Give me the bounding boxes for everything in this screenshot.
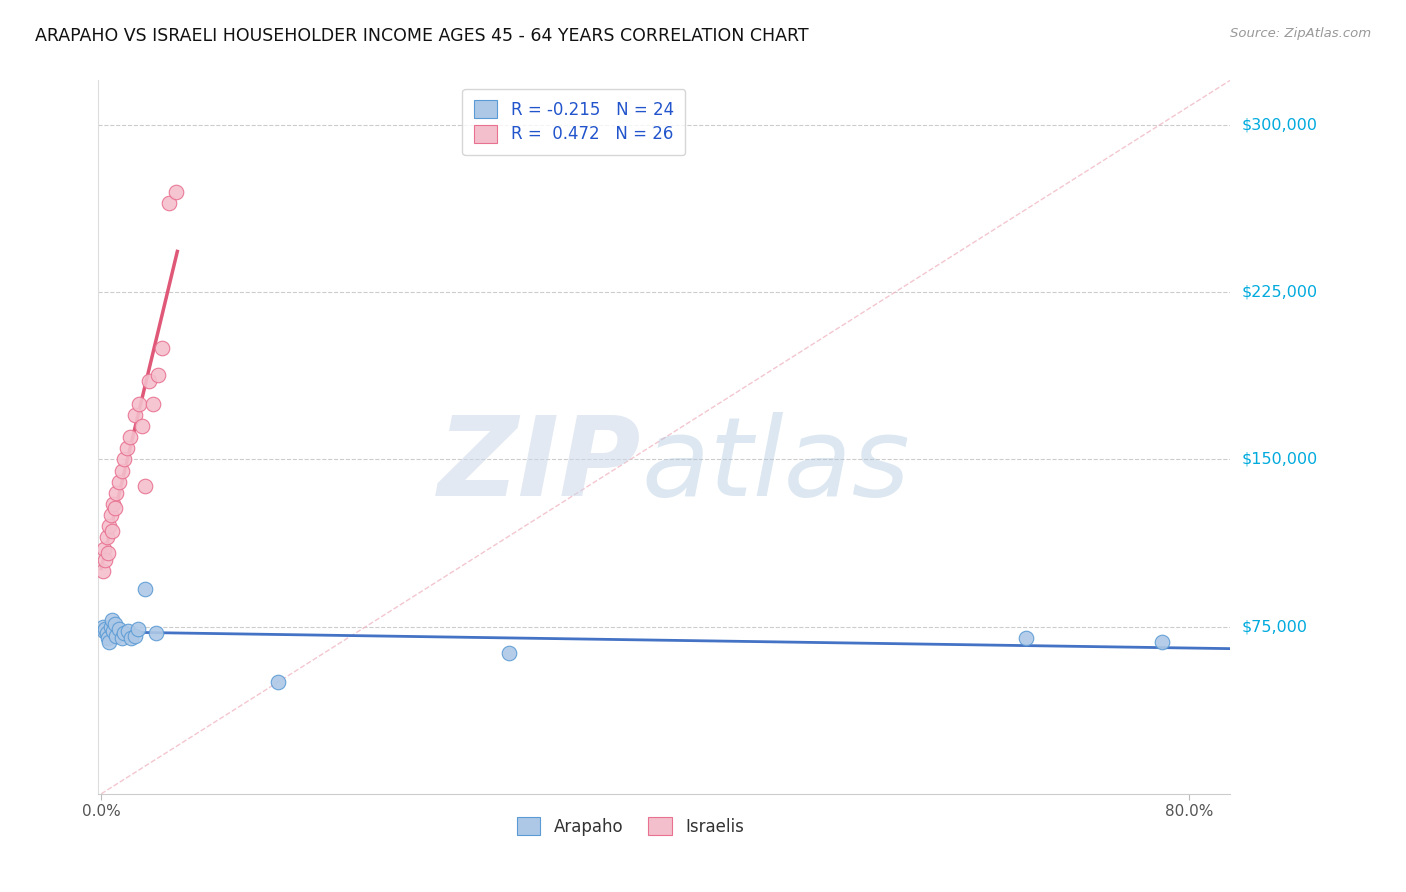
Point	[134, 582, 156, 596]
Text: ZIP: ZIP	[439, 412, 641, 519]
Point	[94, 552, 117, 567]
Point	[97, 546, 120, 560]
Point	[110, 464, 132, 478]
Point	[100, 508, 122, 523]
Point	[91, 564, 114, 578]
Point	[498, 646, 520, 660]
Point	[131, 418, 153, 433]
Point	[105, 628, 128, 642]
Text: $75,000: $75,000	[1241, 619, 1308, 634]
Text: atlas: atlas	[641, 412, 910, 519]
Point	[165, 185, 187, 199]
Point	[1015, 631, 1038, 645]
Point	[124, 628, 146, 642]
Point	[142, 396, 165, 410]
Point	[115, 441, 138, 455]
Point	[108, 475, 131, 489]
Point	[120, 631, 142, 645]
Point	[150, 341, 173, 355]
Point	[93, 624, 115, 639]
Point	[104, 617, 127, 632]
Point	[267, 675, 290, 690]
Point	[108, 622, 131, 636]
Point	[98, 635, 121, 649]
Point	[105, 485, 128, 500]
Point	[124, 408, 146, 422]
Point	[103, 497, 125, 511]
Point	[138, 375, 160, 389]
Point	[110, 631, 132, 645]
Point	[1152, 635, 1174, 649]
Point	[145, 626, 167, 640]
Point	[157, 195, 180, 210]
Point	[97, 631, 120, 645]
Point	[96, 626, 118, 640]
Text: $300,000: $300,000	[1241, 118, 1317, 132]
Text: Source: ZipAtlas.com: Source: ZipAtlas.com	[1230, 27, 1371, 40]
Text: ARAPAHO VS ISRAELI HOUSEHOLDER INCOME AGES 45 - 64 YEARS CORRELATION CHART: ARAPAHO VS ISRAELI HOUSEHOLDER INCOME AG…	[35, 27, 808, 45]
Point	[101, 524, 124, 538]
Point	[118, 430, 141, 444]
Point	[94, 622, 117, 636]
Point	[112, 452, 135, 467]
Point	[104, 501, 127, 516]
Point	[91, 619, 114, 633]
Point	[100, 619, 122, 633]
Point	[128, 396, 150, 410]
Point	[127, 622, 149, 636]
Point	[103, 624, 125, 639]
Point	[134, 479, 156, 493]
Point	[112, 626, 135, 640]
Text: $225,000: $225,000	[1241, 285, 1317, 300]
Point	[98, 519, 121, 533]
Point	[96, 530, 118, 544]
Point	[117, 624, 139, 639]
Text: $150,000: $150,000	[1241, 452, 1317, 467]
Point	[101, 613, 124, 627]
Point	[148, 368, 170, 382]
Legend: Arapaho, Israelis: Arapaho, Israelis	[510, 811, 751, 843]
Point	[93, 541, 115, 556]
